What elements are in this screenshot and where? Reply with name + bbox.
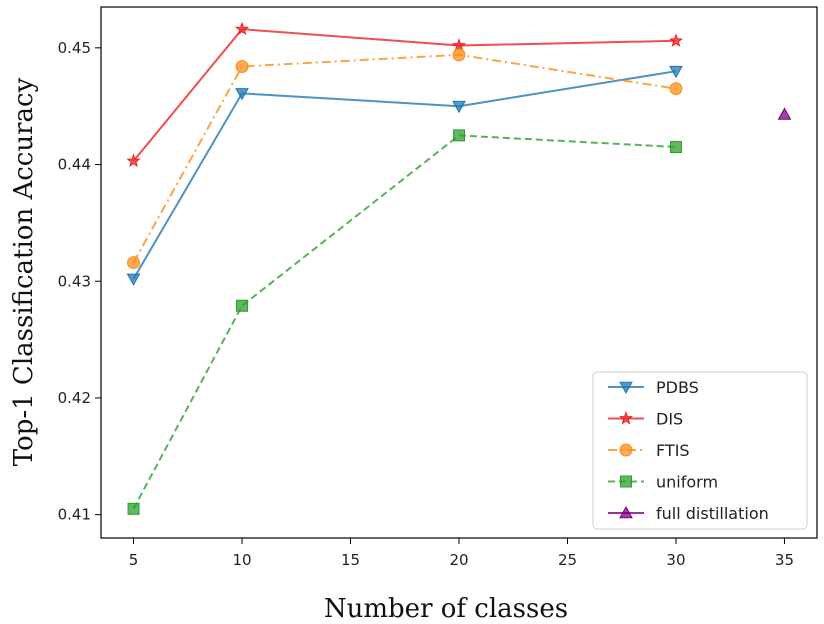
data-point-full-distillation [777, 107, 792, 120]
data-point-uniform [127, 502, 140, 515]
data-point-ftis [452, 48, 466, 62]
legend-label: full distillation [656, 504, 769, 523]
series-pdbs [126, 65, 683, 286]
data-point-dis [126, 153, 141, 168]
data-point-ftis [669, 82, 683, 96]
data-point-ftis [127, 256, 141, 270]
x-tick-label: 25 [558, 551, 577, 569]
legend-item-full-distillation: full distillation [608, 504, 769, 523]
legend-item-ftis: FTIS [608, 441, 690, 460]
y-axis: 0.41 0.42 0.43 0.44 0.45 [58, 39, 101, 524]
series-line-ftis [132, 53, 677, 264]
data-point-pdbs [235, 88, 249, 101]
legend-marker [620, 475, 632, 488]
series-line-dis [132, 28, 677, 162]
x-tick-label: 10 [232, 551, 251, 569]
series-full-distillation [777, 107, 792, 120]
data-point-pdbs [669, 65, 683, 79]
legend-label: uniform [656, 473, 718, 492]
data-point-pdbs [126, 273, 141, 286]
x-axis: 5 10 15 20 25 30 35 [129, 538, 794, 569]
legend-marker [619, 443, 633, 457]
legend-label: PDBS [656, 378, 699, 397]
y-tick-label: 0.43 [58, 272, 91, 290]
x-tick-label: 20 [449, 551, 468, 569]
data-point-uniform [669, 141, 682, 154]
legend-marker [619, 381, 633, 395]
data-point-pdbs [452, 100, 466, 114]
data-point-dis [668, 33, 684, 47]
data-point-dis [234, 21, 250, 36]
data-point-ftis [235, 60, 249, 74]
y-axis-title: Top-1 Classification Accuracy [9, 77, 39, 466]
series-line-pdbs [132, 70, 677, 280]
x-tick-label: 35 [775, 551, 794, 569]
y-tick-label: 0.45 [58, 39, 91, 57]
legend-marker [619, 505, 633, 519]
data-point-uniform [453, 129, 465, 142]
series-line-uniform [132, 134, 677, 510]
legend-marker [618, 411, 634, 425]
legend-item-pdbs: PDBS [608, 378, 699, 397]
legend: PDBS DIS FTIS uniform full distillation [592, 371, 808, 530]
legend-label: DIS [656, 410, 683, 429]
series-dis [126, 21, 684, 168]
x-tick-label: 15 [341, 551, 360, 569]
series-layer [126, 21, 792, 515]
series-uniform [127, 129, 682, 515]
y-tick-label: 0.42 [58, 389, 91, 407]
legend-item-uniform: uniform [608, 473, 718, 492]
x-tick-label: 30 [666, 551, 685, 569]
legend-item-dis: DIS [608, 410, 683, 429]
y-tick-label: 0.41 [58, 506, 91, 524]
data-point-uniform [236, 299, 249, 312]
x-tick-label: 5 [129, 551, 139, 569]
series-ftis [127, 48, 683, 270]
legend-label: FTIS [656, 441, 690, 460]
y-tick-label: 0.44 [58, 156, 91, 174]
x-axis-title: Number of classes [324, 594, 568, 624]
legend-frame [592, 371, 808, 530]
data-point-dis [451, 38, 467, 52]
